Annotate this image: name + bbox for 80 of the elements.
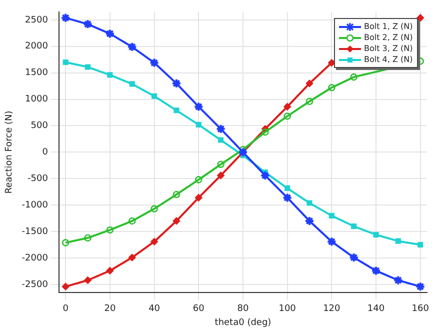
point xyxy=(418,242,424,248)
point xyxy=(282,192,292,203)
point xyxy=(128,217,136,225)
y-tick-label: 1500 xyxy=(25,68,48,78)
point xyxy=(84,234,92,242)
point xyxy=(84,276,92,284)
point xyxy=(306,98,314,106)
point xyxy=(152,93,158,99)
point xyxy=(304,216,314,226)
y-tick-label: 2500 xyxy=(25,15,48,26)
point xyxy=(284,112,291,120)
x-tick-label: 160 xyxy=(412,304,430,314)
point xyxy=(328,212,334,218)
point xyxy=(172,190,180,198)
point xyxy=(127,42,138,52)
point xyxy=(217,172,224,180)
point xyxy=(129,81,135,87)
y-tick-label: 1000 xyxy=(25,94,48,105)
point xyxy=(62,239,70,246)
x-axis-title: theta0 (deg) xyxy=(214,318,272,328)
point xyxy=(284,103,291,110)
point xyxy=(128,254,136,262)
point xyxy=(393,275,404,286)
point xyxy=(351,223,357,230)
point xyxy=(106,267,114,274)
point xyxy=(218,137,224,143)
x-tick-label: 100 xyxy=(278,304,296,314)
y-tick-label: -1500 xyxy=(22,226,48,237)
point xyxy=(284,185,290,191)
point xyxy=(350,73,358,81)
point xyxy=(149,58,160,68)
y-tick-label: -2500 xyxy=(22,280,48,290)
point xyxy=(171,78,182,88)
point xyxy=(395,238,401,244)
y-tick-label: 2000 xyxy=(25,42,48,52)
point xyxy=(150,205,158,212)
point xyxy=(373,232,379,238)
point xyxy=(172,217,180,225)
point xyxy=(106,226,114,234)
point xyxy=(216,124,226,134)
y-tick-label: -1000 xyxy=(22,200,48,210)
x-tick-label: 0 xyxy=(62,304,69,314)
point xyxy=(107,72,113,78)
y-tick-label: 500 xyxy=(30,121,48,132)
point xyxy=(104,28,115,39)
y-tick-label: -500 xyxy=(28,174,48,184)
x-tick-label: 80 xyxy=(237,304,249,314)
point xyxy=(371,266,382,276)
x-tick-label: 20 xyxy=(104,304,116,314)
x-tick-label: 40 xyxy=(148,304,160,314)
y-tick-label: -2000 xyxy=(22,253,48,264)
point xyxy=(326,236,337,247)
point xyxy=(416,14,424,22)
point xyxy=(260,170,270,180)
legend-label: Bolt 3, Z (N) xyxy=(364,44,413,53)
point xyxy=(62,282,70,290)
x-tick-label: 120 xyxy=(323,304,341,314)
point xyxy=(82,19,93,30)
point xyxy=(348,252,359,262)
legend-label: Bolt 1, Z (N) xyxy=(364,22,413,31)
point xyxy=(85,64,91,70)
point xyxy=(306,80,314,88)
point xyxy=(196,122,202,128)
point xyxy=(174,108,180,114)
y-axis-title: Reaction Force (N) xyxy=(4,110,15,194)
point xyxy=(60,12,71,23)
point xyxy=(62,59,68,66)
point xyxy=(150,238,158,246)
x-tick-label: 140 xyxy=(367,304,385,314)
point xyxy=(261,128,269,136)
point xyxy=(194,102,204,112)
point xyxy=(328,84,336,92)
point xyxy=(306,200,312,206)
y-tick-label: 0 xyxy=(42,148,48,158)
point xyxy=(194,176,202,184)
legend-label: Bolt 4, Z (N) xyxy=(364,55,413,64)
x-tick-label: 60 xyxy=(192,304,205,314)
point xyxy=(194,194,202,202)
point xyxy=(217,160,224,168)
legend-label: Bolt 2, Z (N) xyxy=(364,33,413,42)
